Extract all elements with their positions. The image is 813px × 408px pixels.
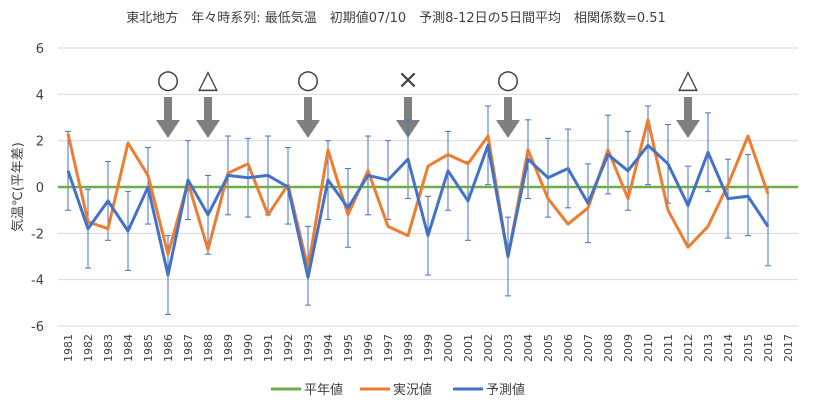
x-tick-label: 1992	[282, 334, 295, 362]
x-tick-label: 1988	[202, 334, 215, 362]
forecast-line	[66, 143, 770, 279]
x-tick-label: 2015	[742, 334, 755, 362]
x-tick-label: 1996	[362, 334, 375, 362]
x-tick-label: 1995	[342, 334, 355, 362]
x-tick-label: 1985	[142, 334, 155, 362]
y-tick-label: -2	[31, 227, 44, 242]
down-arrow-icon	[304, 97, 312, 121]
x-tick-label: 2014	[722, 334, 735, 362]
annotation-marker: ○	[156, 65, 180, 138]
legend-item: 平年値	[271, 382, 343, 398]
annotations: ○ △ ○ × ○ △	[156, 65, 700, 138]
x-tick-label: 1993	[302, 334, 315, 362]
annotation-symbol: △	[198, 65, 218, 95]
x-tick-label: 2013	[702, 334, 715, 362]
x-tick-label: 2002	[482, 334, 495, 362]
y-tick-label: -6	[31, 320, 44, 335]
x-tick-label: 2009	[622, 334, 635, 362]
annotation-marker: ○	[296, 65, 320, 138]
y-axis-label: 気温℃(平年差)	[10, 142, 26, 232]
y-tick-label: 6	[36, 42, 44, 57]
x-tick-label: 2017	[782, 334, 795, 362]
x-tick-label: 1981	[62, 334, 75, 362]
down-arrow-icon	[164, 97, 172, 121]
x-tick-label: 1999	[422, 334, 435, 362]
annotation-symbol: △	[678, 65, 698, 95]
error-bar	[65, 130, 71, 211]
y-ticks: -6 -4 -2 0 2 4 6	[31, 42, 44, 335]
annotation-marker: △	[676, 65, 700, 138]
y-tick-label: 4	[36, 88, 44, 103]
annotation-symbol: ○	[497, 65, 520, 95]
series	[58, 105, 798, 315]
x-ticks: 1981 1982 1983 1984 1985 1986 1987 1988 1989 1990…	[62, 334, 795, 362]
chart-title: 東北地方 年々時系列: 最低気温 初期値07/10 予測8-12日の5日間平均 …	[126, 10, 666, 26]
x-tick-label: 2003	[502, 334, 515, 362]
x-tick-label: 1991	[262, 334, 275, 362]
down-arrow-icon	[204, 97, 212, 121]
down-arrow-icon	[684, 97, 692, 121]
legend: 平年値 実況値 予測値	[271, 382, 525, 398]
x-tick-label: 2004	[522, 334, 535, 362]
x-tick-label: 1983	[102, 334, 115, 362]
down-arrow-head-icon	[496, 120, 520, 138]
x-tick-label: 1997	[382, 334, 395, 362]
annotation-marker: △	[196, 65, 220, 138]
annotation-symbol: ×	[397, 65, 419, 95]
x-tick-label: 2016	[762, 334, 775, 362]
x-tick-label: 2012	[682, 334, 695, 362]
x-tick-label: 1986	[162, 334, 175, 362]
annotation-marker: ○	[496, 65, 520, 138]
x-tick-label: 2011	[662, 334, 675, 362]
legend-label: 実況値	[393, 382, 432, 398]
x-tick-label: 1982	[82, 334, 95, 362]
down-arrow-head-icon	[196, 120, 220, 138]
down-arrow-icon	[504, 97, 512, 121]
down-arrow-head-icon	[156, 120, 180, 138]
x-tick-label: 1989	[222, 334, 235, 362]
legend-label: 平年値	[304, 382, 343, 398]
x-tick-label: 1984	[122, 334, 135, 362]
y-tick-label: 2	[36, 135, 44, 150]
x-tick-label: 2000	[442, 334, 455, 362]
x-tick-label: 2008	[602, 334, 615, 362]
down-arrow-head-icon	[296, 120, 320, 138]
down-arrow-icon	[404, 97, 412, 121]
y-tick-label: -4	[31, 274, 44, 289]
legend-label: 予測値	[486, 382, 525, 398]
x-tick-label: 2005	[542, 334, 555, 362]
x-tick-label: 1987	[182, 334, 195, 362]
legend-item: 予測値	[453, 382, 525, 398]
x-tick-label: 2007	[582, 334, 595, 362]
annotation-symbol: ○	[297, 65, 320, 95]
y-tick-label: 0	[36, 181, 44, 196]
legend-item: 実況値	[360, 382, 432, 398]
x-tick-label: 2010	[642, 334, 655, 362]
x-tick-label: 1990	[242, 334, 255, 362]
x-tick-label: 2006	[562, 334, 575, 362]
annotation-symbol: ○	[157, 65, 180, 95]
down-arrow-head-icon	[676, 120, 700, 138]
x-tick-label: 1994	[322, 334, 335, 362]
x-tick-label: 2001	[462, 334, 475, 362]
x-tick-label: 1998	[402, 334, 415, 362]
